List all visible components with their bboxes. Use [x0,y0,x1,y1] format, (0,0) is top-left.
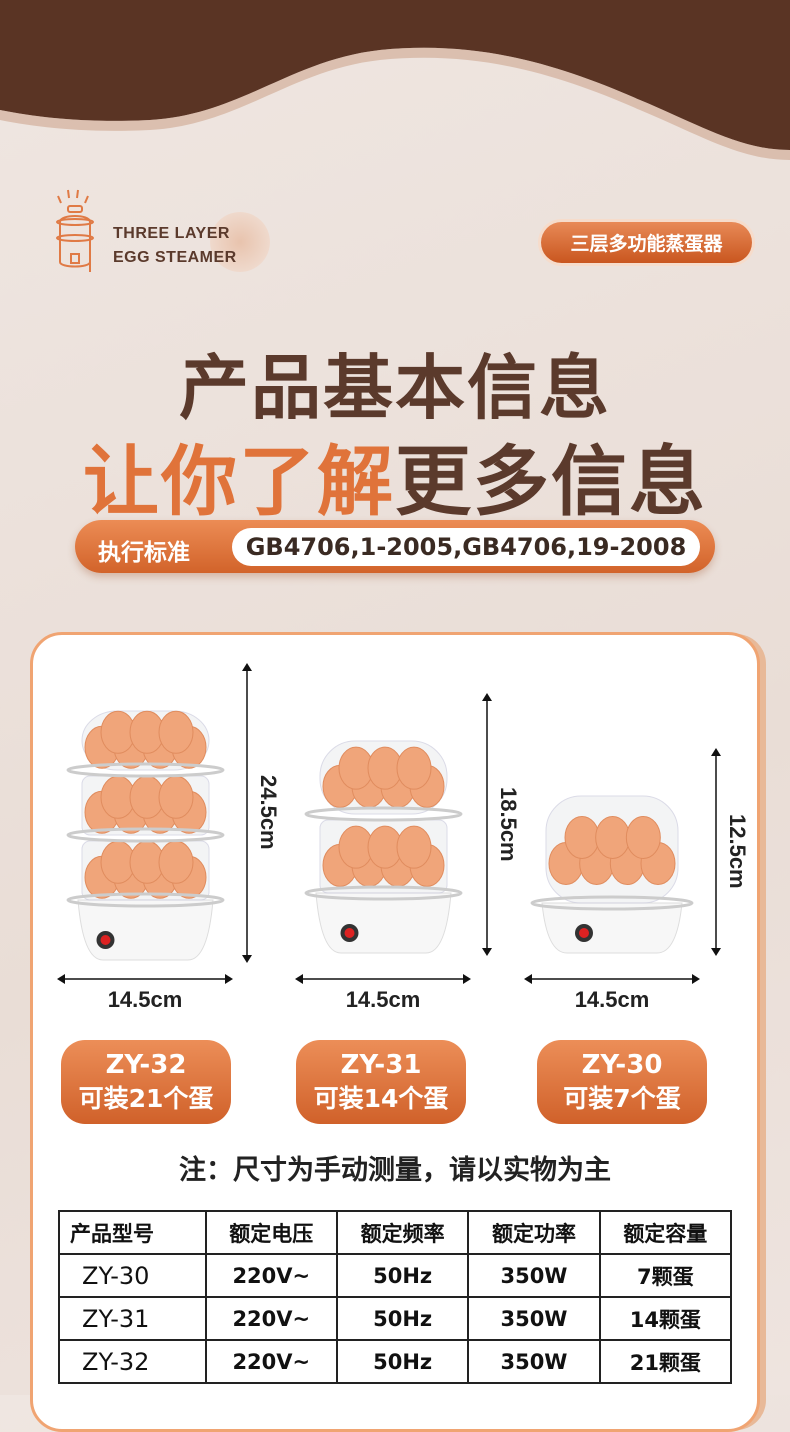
egg [396,746,431,790]
table-cell: ZY-32 [58,1339,207,1384]
brand-name: THREE LAYER EGG STEAMER [113,222,237,270]
model-capacity: 可装7个蛋 [563,1084,681,1113]
table-cell: 50Hz [335,1296,470,1341]
model-name: ZY-32 [105,1050,187,1080]
steamer-image [304,740,462,954]
table-cell: 350W [467,1296,601,1341]
table-cell: 额定频率 [335,1210,470,1255]
height-label: 18.5cm [496,786,521,862]
egg [158,775,193,819]
headline-line1: 产品基本信息 [179,347,611,429]
measurement-note: 注：尺寸为手动测量，请以实物为主 [179,1155,611,1186]
steamer-image [530,795,694,954]
table-cell: 50Hz [335,1253,470,1298]
standard-label: 执行标准 [98,540,190,566]
table-cell: ZY-30 [58,1253,207,1298]
table-cell: 额定电压 [204,1210,338,1255]
table-header-row: 产品型号 额定电压 额定频率 额定功率 额定容量 [58,1210,733,1255]
height-arrow [242,663,252,963]
table-cell: 220V~ [204,1253,338,1298]
egg [158,840,193,884]
table-cell: ZY-31 [58,1296,207,1341]
table-cell: 21颗蛋 [598,1339,733,1384]
table-cell: 220V~ [204,1296,338,1341]
table-cell: 额定容量 [598,1210,733,1255]
height-arrow [482,693,492,956]
model-badge: ZY-31 可装14个蛋 [296,1040,466,1124]
table-cell: 7颗蛋 [598,1253,733,1298]
model-badge: ZY-30 可装7个蛋 [537,1040,707,1124]
model-name: ZY-30 [581,1050,663,1080]
egg [564,815,600,859]
egg [396,825,431,869]
table-row: ZY-30 220V~ 50Hz 350W 7颗蛋 [58,1253,733,1298]
width-arrow [524,974,700,984]
headline-line2: 让你了解更多信息 [0,420,790,530]
table-row: ZY-32 220V~ 50Hz 350W 21颗蛋 [58,1339,733,1384]
width-arrow [295,974,471,984]
headline-rest: 更多信息 [395,437,707,526]
height-label: 24.5cm [256,775,281,850]
width-label: 14.5cm [107,987,183,1012]
brand-line1: THREE LAYER [113,225,230,242]
steamer-image [66,710,224,961]
logo-decoration [210,212,270,272]
spec-table: 产品型号 额定电压 额定频率 额定功率 额定容量 ZY-30 220V~ 50Hz 350W 7颗… [58,1210,733,1384]
table-cell: 50Hz [335,1339,470,1384]
width-label: 14.5cm [574,987,650,1012]
table-row: ZY-31 220V~ 50Hz 350W 14颗蛋 [58,1296,733,1341]
table-cell: 14颗蛋 [598,1296,733,1341]
table-cell: 产品型号 [58,1210,207,1255]
egg [158,710,193,754]
height-label: 12.5cm [725,814,750,889]
model-capacity: 可装14个蛋 [313,1084,449,1113]
headline-accent: 让你了解 [83,437,395,526]
model-capacity: 可装21个蛋 [78,1084,214,1113]
table-cell: 350W [467,1339,601,1384]
product-tag-badge: 三层多功能蒸蛋器 [541,222,752,263]
brand-line2: EGG STEAMER [113,249,237,266]
table-cell: 350W [467,1253,601,1298]
model-name: ZY-31 [340,1050,422,1080]
standard-value: GB4706,1-2005,GB4706,19-2008 [232,528,700,566]
table-cell: 220V~ [204,1339,338,1384]
header-wave-decoration [0,0,790,160]
egg [625,815,661,859]
table-cell: 额定功率 [467,1210,601,1255]
egg [595,815,631,859]
model-badge: ZY-32 可装21个蛋 [61,1040,231,1124]
height-arrow [711,748,721,956]
steamer-logo-icon [56,189,94,272]
width-arrow [57,974,233,984]
width-label: 14.5cm [345,987,421,1012]
